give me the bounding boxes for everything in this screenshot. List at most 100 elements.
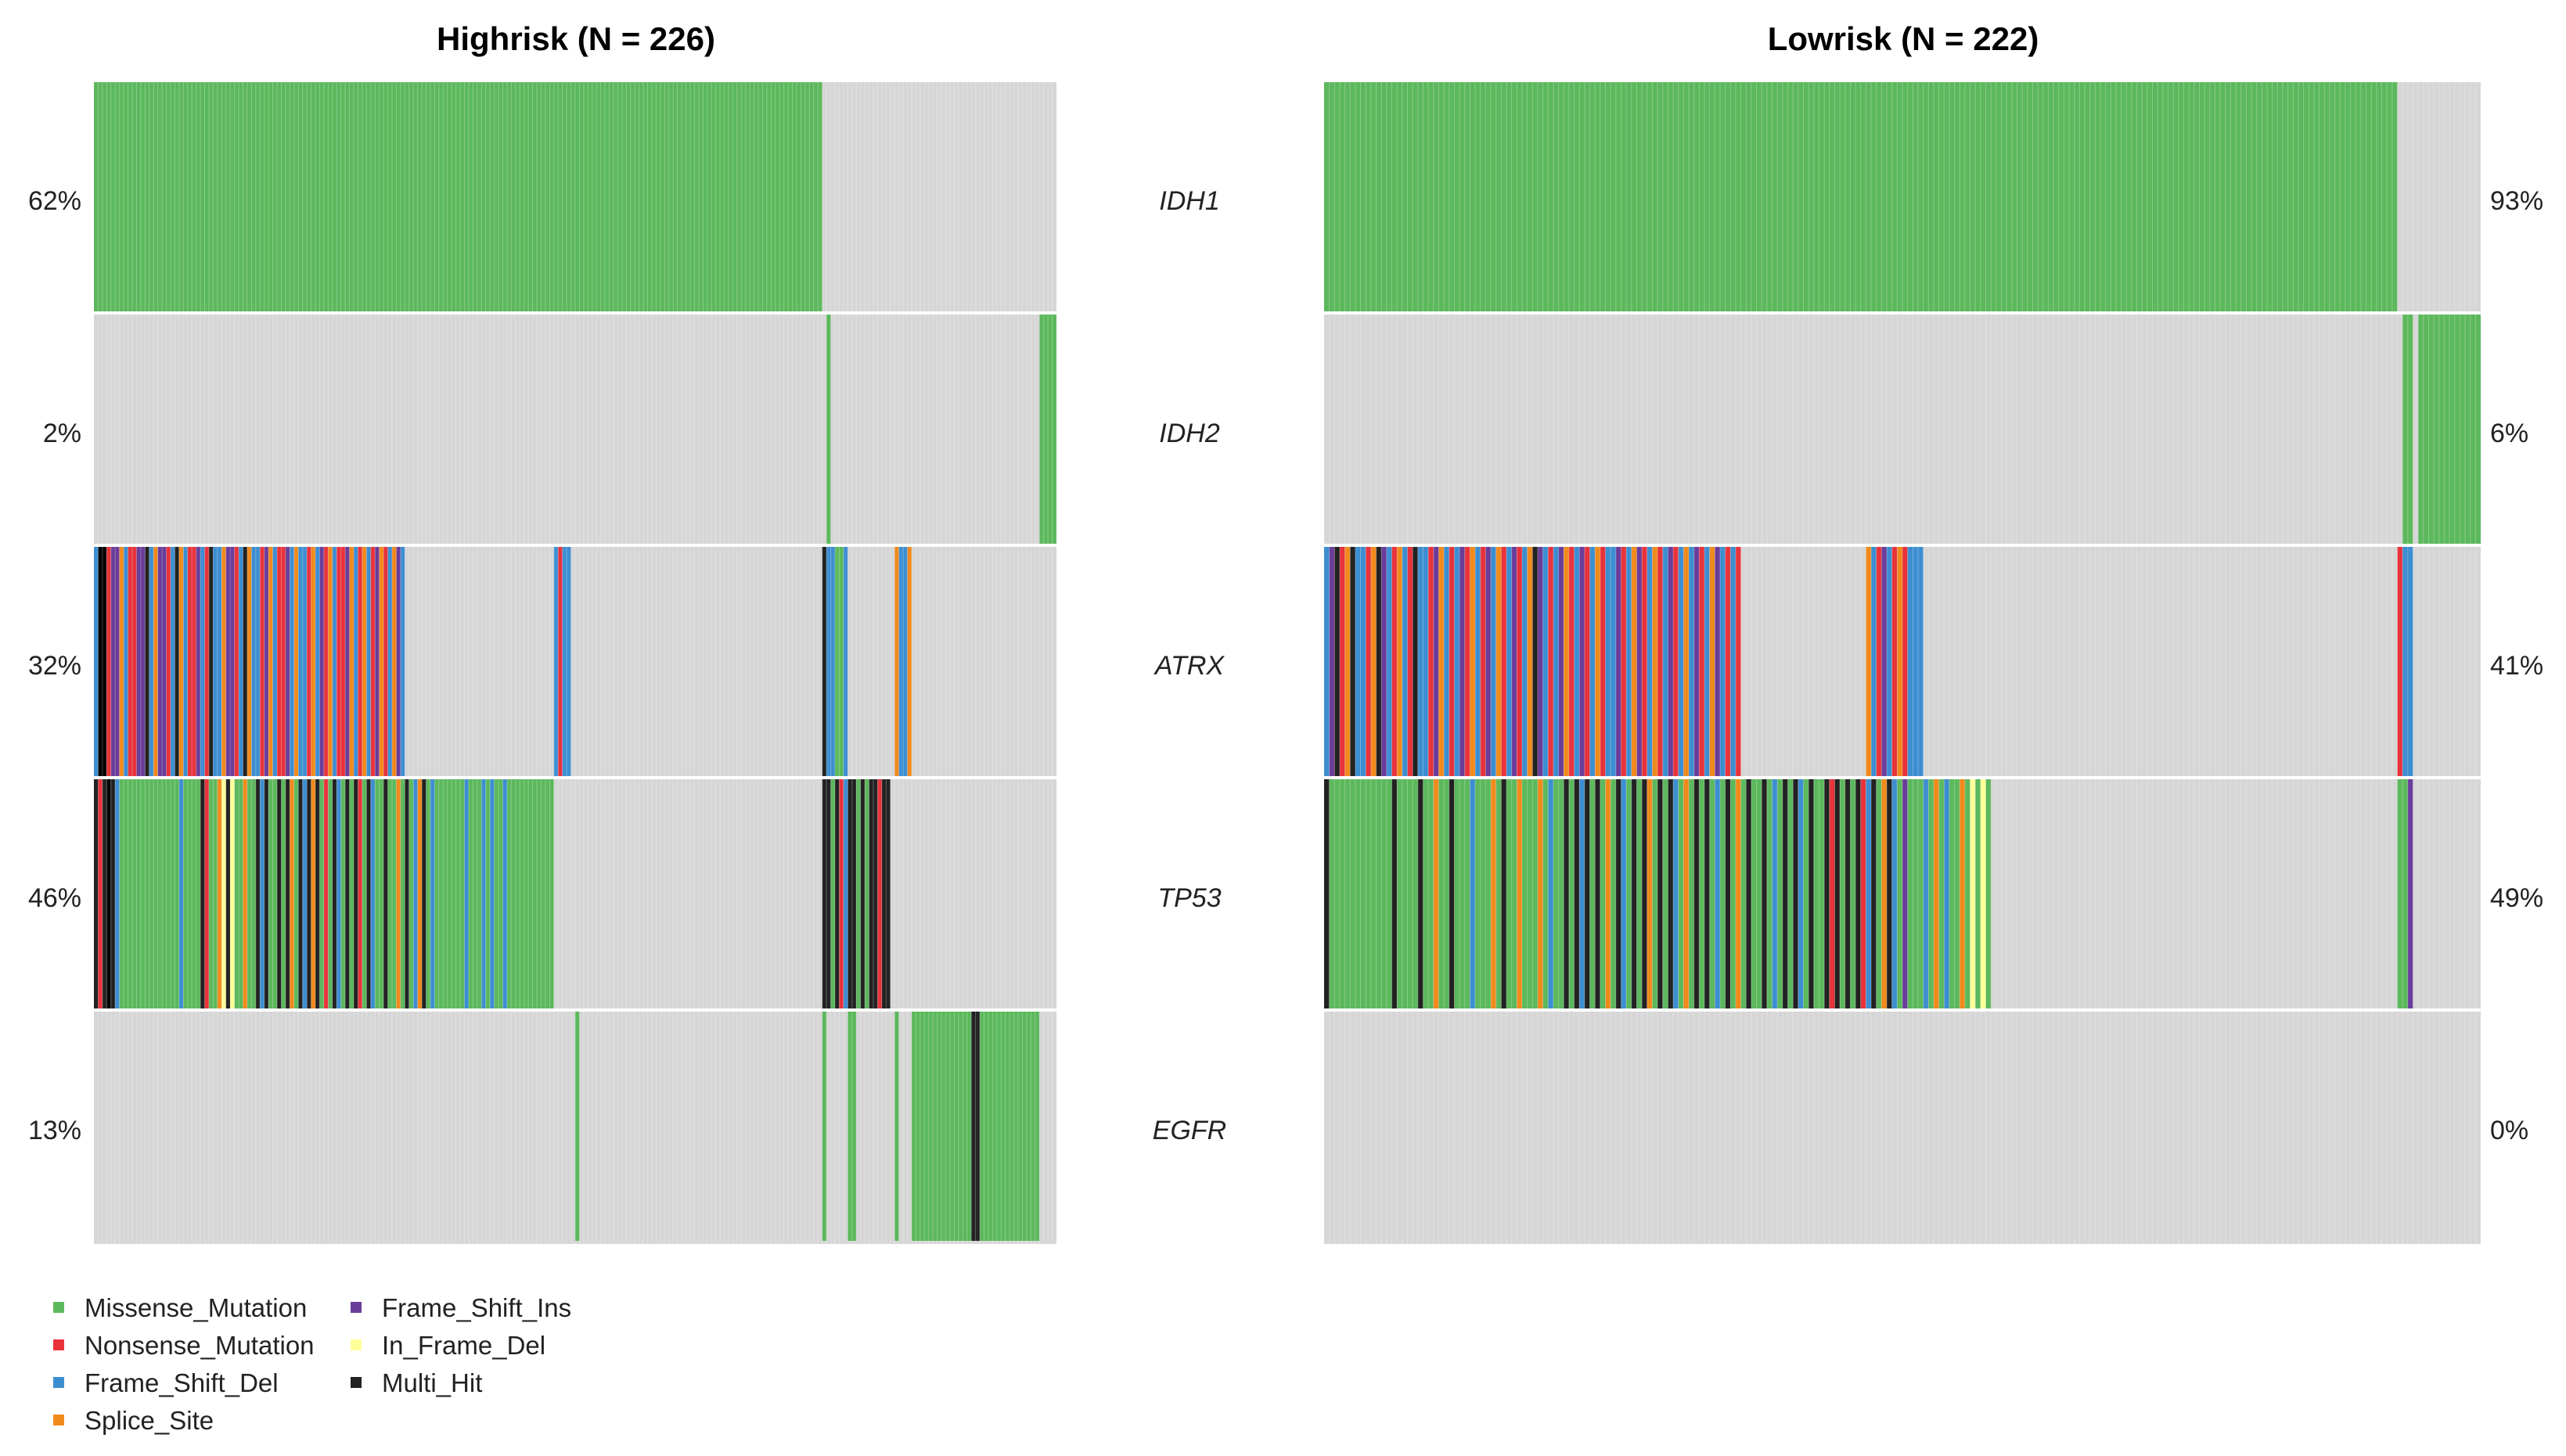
lowrisk-pct-idh2: 6% — [2490, 419, 2528, 448]
mutation-cell-atrx — [311, 547, 316, 776]
mutation-cell-atrx — [145, 547, 149, 776]
mutation-cell-atrx — [1517, 547, 1522, 776]
mutation-cell-atrx — [1334, 547, 1340, 776]
mutation-cell-atrx — [1521, 547, 1528, 776]
mutation-cell-tp53 — [285, 779, 290, 1008]
mutation-cell-tp53 — [877, 779, 882, 1008]
mutation-cell-tp53 — [336, 779, 341, 1008]
mutation-cell-tp53 — [1829, 779, 1835, 1008]
mutation-cell-tp53 — [1938, 779, 1945, 1008]
mutation-cell-atrx — [1407, 547, 1413, 776]
mutation-cell-tp53 — [1595, 779, 1600, 1008]
mutation-cell-atrx — [1595, 547, 1600, 776]
mutation-cell-tp53 — [1568, 779, 1575, 1008]
mutation-cell-atrx — [1584, 547, 1590, 776]
mutation-cell-atrx — [336, 547, 346, 776]
mutation-cell-atrx — [268, 547, 273, 776]
mutation-cell-atrx — [1657, 547, 1663, 776]
mutation-cell-tp53 — [302, 779, 308, 1008]
mutation-cell-tp53 — [1699, 779, 1705, 1008]
mutation-cell-tp53 — [1902, 779, 1908, 1008]
mutation-cell-tp53 — [822, 779, 831, 1008]
mutation-cell-atrx — [366, 547, 371, 776]
mutation-cell-atrx — [1646, 547, 1653, 776]
mutation-cell-atrx — [822, 547, 827, 776]
mutation-cell-egfr — [911, 1012, 972, 1241]
lowrisk-oncoplot-grid — [1324, 82, 2481, 1244]
row-separator — [1324, 1008, 2481, 1012]
mutation-cell-tp53 — [1626, 779, 1632, 1008]
mutation-cell-tp53 — [1876, 779, 1882, 1008]
mutation-cell-tp53 — [839, 779, 844, 1008]
mutation-cell-atrx — [375, 547, 380, 776]
mutation-cell-tp53 — [1495, 779, 1502, 1008]
legend-label-nonsense: Nonsense_Mutation — [85, 1331, 315, 1360]
mutation-cell-atrx — [1537, 547, 1543, 776]
mutation-cell-tp53 — [1542, 779, 1549, 1008]
mutation-cell-atrx — [1897, 547, 1902, 776]
mutation-cell-tp53 — [1683, 779, 1690, 1008]
mutation-cell-atrx — [170, 547, 175, 776]
mutation-cell-idh2 — [826, 315, 831, 544]
mutation-cell-atrx — [1495, 547, 1502, 776]
lowrisk-pct-egfr: 0% — [2490, 1116, 2528, 1145]
mutation-cell-tp53 — [102, 779, 107, 1008]
mutation-cell-atrx — [1881, 547, 1888, 776]
mutation-cell-atrx — [553, 547, 559, 776]
mutation-cell-tp53 — [1855, 779, 1861, 1008]
mutation-cell-tp53 — [485, 779, 491, 1008]
legend-label-frameshift-del: Frame_Shift_Del — [85, 1368, 279, 1397]
mutation-cell-atrx — [315, 547, 320, 776]
mutation-cell-atrx — [1631, 547, 1637, 776]
mutation-cell-tp53 — [1397, 779, 1418, 1008]
mutation-cell-tp53 — [1423, 779, 1434, 1008]
mutation-cell-tp53 — [370, 779, 376, 1008]
mutation-cell-atrx — [319, 547, 324, 776]
mutation-cell-tp53 — [1777, 779, 1783, 1008]
mutation-cell-atrx — [1866, 547, 1872, 776]
mutation-cell-tp53 — [1735, 779, 1741, 1008]
mutation-cell-tp53 — [860, 779, 866, 1008]
mutation-cell-atrx — [208, 547, 214, 776]
mutation-cell-tp53 — [1866, 779, 1872, 1008]
mutation-cell-atrx — [391, 547, 397, 776]
mutation-cell-atrx — [1907, 547, 1924, 776]
mutation-cell-atrx — [1876, 547, 1882, 776]
mutation-cell-atrx — [200, 547, 205, 776]
mutation-cell-atrx — [1600, 547, 1606, 776]
legend-swatch-frameshift-ins — [351, 1302, 362, 1313]
mutation-cell-tp53 — [434, 779, 465, 1008]
mutation-cell-atrx — [1626, 547, 1632, 776]
mutation-cell-tp53 — [413, 779, 418, 1008]
mutation-cell-atrx — [898, 547, 908, 776]
highrisk-pct-idh2: 2% — [43, 419, 81, 448]
lowrisk-pct-tp53: 49% — [2490, 883, 2543, 913]
mutation-cell-atrx — [1636, 547, 1643, 776]
mutation-cell-atrx — [260, 547, 265, 776]
legend-label-inframe-del: In_Frame_Del — [382, 1331, 545, 1360]
mutation-cell-atrx — [907, 547, 912, 776]
mutation-cell-tp53 — [1631, 779, 1637, 1008]
mutation-cell-tp53 — [221, 779, 226, 1008]
mutation-cell-tp53 — [345, 779, 350, 1008]
mutation-cell-idh2 — [2418, 315, 2481, 544]
mutation-cell-tp53 — [1798, 779, 1804, 1008]
mutation-cell-atrx — [1413, 547, 1418, 776]
mutation-cell-atrx — [1902, 547, 1908, 776]
mutation-cell-atrx — [1568, 547, 1575, 776]
mutation-cell-tp53 — [311, 779, 316, 1008]
mutation-cell-atrx — [1459, 547, 1465, 776]
mutation-cell-egfr — [971, 1012, 981, 1241]
mutation-cell-atrx — [1449, 547, 1455, 776]
legend-label-frameshift-ins: Frame_Shift_Ins — [382, 1293, 571, 1322]
lowrisk-pct-atrx: 41% — [2490, 651, 2543, 681]
mutation-cell-tp53 — [1579, 779, 1585, 1008]
mutation-cell-tp53 — [1673, 779, 1679, 1008]
mutation-cell-tp53 — [468, 779, 482, 1008]
mutation-cell-tp53 — [1725, 779, 1731, 1008]
legend-swatch-splice-site — [53, 1415, 64, 1425]
mutation-cell-tp53 — [848, 779, 857, 1008]
mutation-cell-tp53 — [1766, 779, 1772, 1008]
mutation-cell-atrx — [153, 547, 158, 776]
mutation-cell-tp53 — [1621, 779, 1627, 1008]
